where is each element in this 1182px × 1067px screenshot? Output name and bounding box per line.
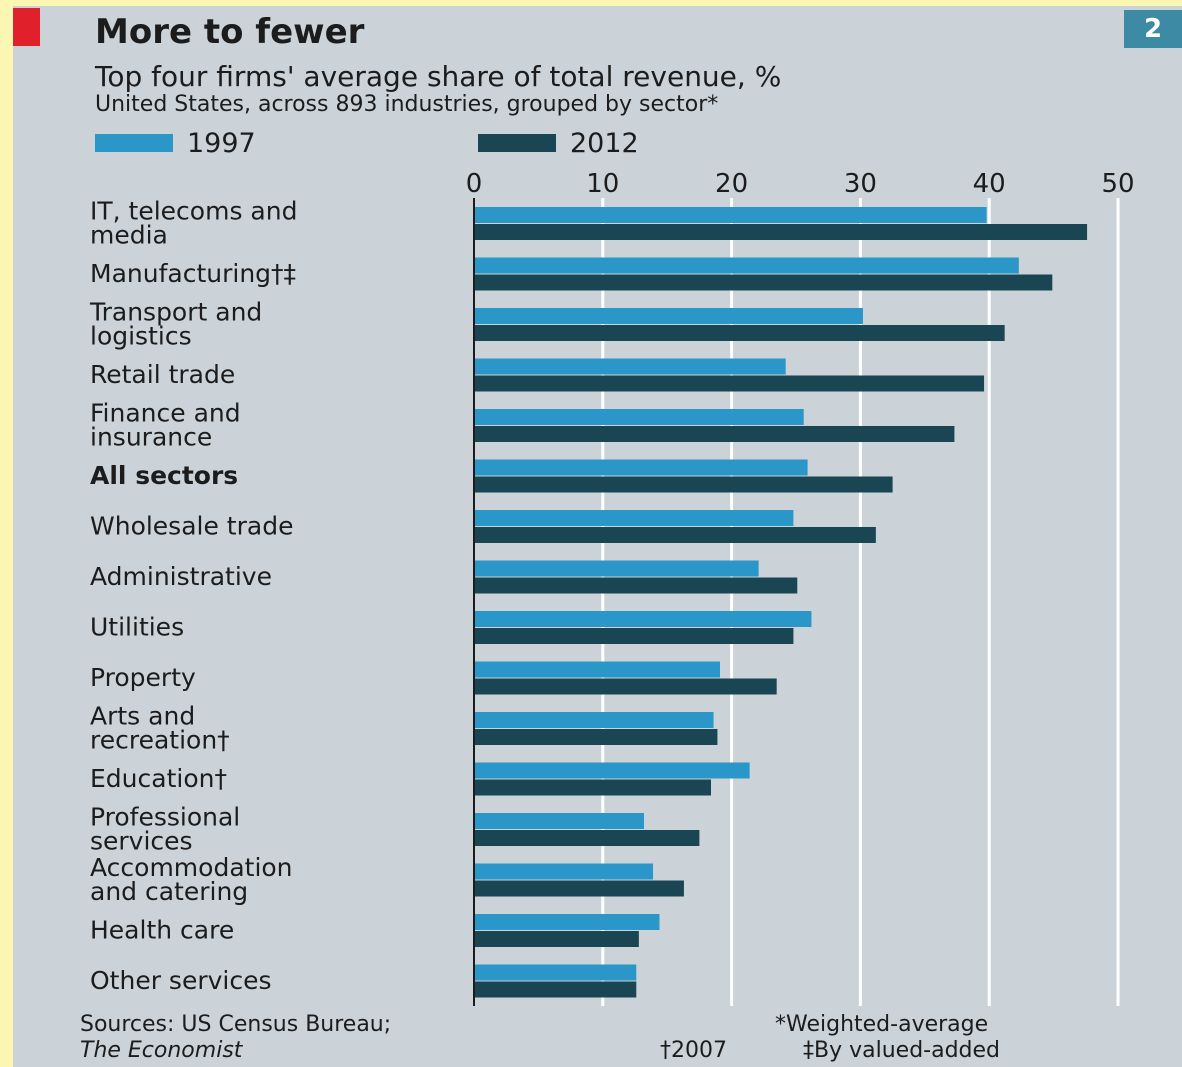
bar-1997: [474, 763, 750, 779]
category-label: Retail trade: [90, 360, 235, 389]
category-label: logistics: [90, 322, 192, 351]
bar-1997: [474, 914, 659, 930]
category-label: and catering: [90, 877, 248, 906]
footnote-weighted: *Weighted-average: [775, 1012, 988, 1038]
bar-2012: [474, 679, 777, 695]
bar-1997: [474, 460, 808, 476]
bar-2012: [474, 931, 639, 947]
x-tick-label: 20: [715, 169, 748, 199]
bar-2012: [474, 729, 717, 745]
x-tick-label: 0: [466, 169, 483, 199]
bar-1997: [474, 207, 987, 223]
bar-2012: [474, 780, 711, 796]
bar-2012: [474, 325, 1005, 341]
bar-2012: [474, 578, 797, 594]
bar-2012: [474, 275, 1052, 291]
sources-line-1: Sources: US Census Bureau;: [80, 1012, 391, 1038]
bar-1997: [474, 561, 759, 577]
footer-sources: Sources: US Census Bureau; The Economist: [80, 1012, 391, 1064]
x-tick-label: 40: [973, 169, 1006, 199]
bar-1997: [474, 662, 720, 678]
category-label: recreation†: [90, 726, 230, 755]
category-label: services: [90, 827, 193, 856]
bar-1997: [474, 712, 714, 728]
category-label: All sectors: [90, 461, 238, 490]
bar-2012: [474, 426, 954, 442]
bar-1997: [474, 308, 863, 324]
category-label: Administrative: [90, 562, 272, 591]
category-label: insurance: [90, 423, 212, 452]
bar-1997: [474, 611, 811, 627]
sources-line-2: The Economist: [80, 1038, 391, 1064]
bar-1997: [474, 409, 804, 425]
bar-2012: [474, 881, 684, 897]
category-label: Manufacturing†‡: [90, 259, 296, 288]
bar-2012: [474, 628, 793, 644]
category-label: Wholesale trade: [90, 512, 293, 541]
bar-2012: [474, 527, 876, 543]
x-tick-label: 10: [586, 169, 619, 199]
x-tick-label: 50: [1101, 169, 1134, 199]
category-label: Property: [90, 663, 196, 692]
category-label: Utilities: [90, 613, 184, 642]
bar-1997: [474, 359, 786, 375]
bar-1997: [474, 813, 644, 829]
category-label: Other services: [90, 966, 272, 995]
bar-1997: [474, 965, 636, 981]
bar-1997: [474, 258, 1019, 274]
bar-2012: [474, 376, 984, 392]
category-label: Health care: [90, 916, 234, 945]
bar-1997: [474, 864, 653, 880]
footnote-valued-added: ‡By valued-added: [803, 1038, 1000, 1064]
x-tick-label: 30: [844, 169, 877, 199]
category-label: Education†: [90, 764, 227, 793]
bar-2012: [474, 224, 1087, 240]
bar-1997: [474, 510, 793, 526]
bar-2012: [474, 477, 893, 493]
footnote-2007: †2007: [660, 1038, 727, 1064]
bar-2012: [474, 982, 636, 998]
category-label: media: [90, 221, 168, 250]
bar-2012: [474, 830, 699, 846]
